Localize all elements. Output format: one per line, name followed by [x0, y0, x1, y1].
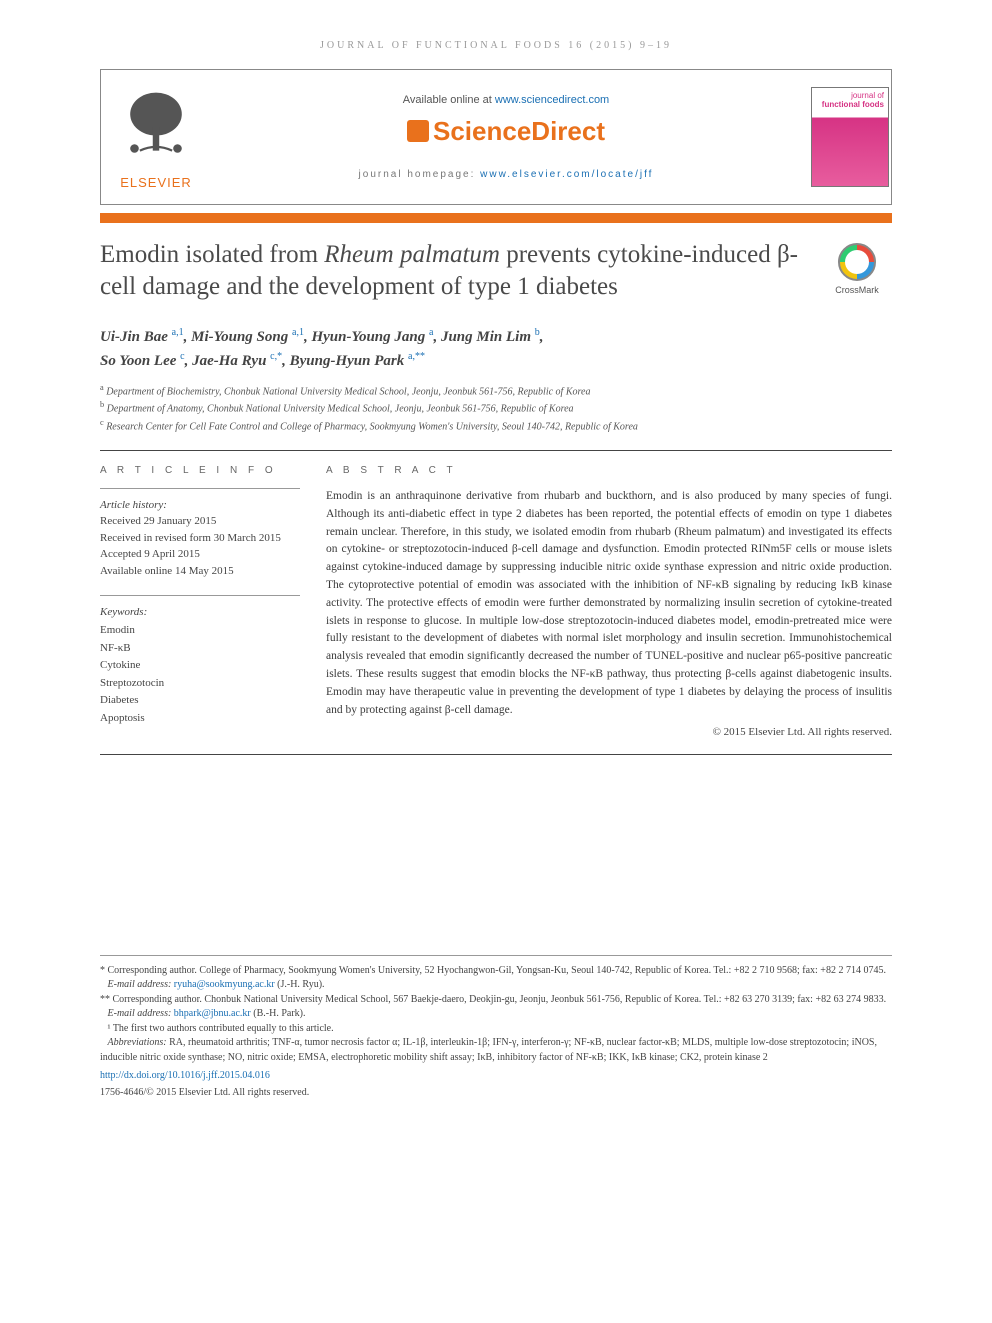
journal-header: ELSEVIER Available online at www.science…	[100, 69, 892, 205]
crossmark-widget[interactable]: CrossMark	[822, 239, 892, 295]
email-2-line: E-mail address: bhpark@jbnu.ac.kr (B.-H.…	[100, 1007, 892, 1022]
affiliation-a: Department of Biochemistry, Chonbuk Nati…	[106, 386, 590, 397]
abstract-text: Emodin is an anthraquinone derivative fr…	[326, 488, 892, 720]
cover-title-1: journal of	[851, 91, 884, 100]
issn-line: 1756-4646/© 2015 Elsevier Ltd. All right…	[100, 1086, 892, 1101]
keyword: Cytokine	[100, 657, 300, 675]
crossmark-label: CrossMark	[835, 285, 879, 295]
article-title: Emodin isolated from Rheum palmatum prev…	[100, 239, 822, 303]
cover-title-2: functional foods	[822, 100, 884, 109]
keyword: Apoptosis	[100, 710, 300, 728]
available-online: Available online at www.sciencedirect.co…	[211, 94, 801, 106]
affiliation-c: Research Center for Cell Fate Control an…	[106, 421, 638, 432]
article-history: Article history: Received 29 January 201…	[100, 488, 300, 580]
email-1-link[interactable]: ryuha@sookmyung.ac.kr	[174, 979, 275, 990]
journal-cover: journal of functional foods	[801, 87, 891, 187]
email-1-line: E-mail address: ryuha@sookmyung.ac.kr (J…	[100, 978, 892, 993]
corresponding-1: * Corresponding author. College of Pharm…	[100, 964, 892, 979]
orange-divider-bar	[100, 213, 892, 223]
elsevier-logo: ELSEVIER	[101, 84, 211, 190]
running-head: JOURNAL OF FUNCTIONAL FOODS 16 (2015) 9–…	[100, 40, 892, 51]
footnotes: * Corresponding author. College of Pharm…	[100, 955, 892, 1101]
email-label: E-mail address:	[108, 1008, 174, 1019]
email-1-who: (J.-H. Ryu).	[275, 979, 325, 990]
author-list: Ui-Jin Bae a,1, Mi-Young Song a,1, Hyun-…	[100, 325, 892, 372]
homepage-label: journal homepage:	[359, 169, 481, 180]
sciencedirect-text: ScienceDirect	[433, 116, 605, 146]
abstract-head: A B S T R A C T	[326, 465, 892, 476]
history-label: Article history:	[100, 497, 300, 514]
keyword: Streptozotocin	[100, 675, 300, 693]
journal-homepage: journal homepage: www.elsevier.com/locat…	[211, 169, 801, 180]
affiliation-b: Department of Anatomy, Chonbuk National …	[107, 404, 574, 415]
history-revised: Received in revised form 30 March 2015	[100, 530, 300, 547]
history-online: Available online 14 May 2015	[100, 563, 300, 580]
article-info-head: A R T I C L E I N F O	[100, 465, 300, 476]
corresponding-2: ** Corresponding author. Chonbuk Nationa…	[100, 993, 892, 1008]
email-label: E-mail address:	[108, 979, 174, 990]
homepage-link[interactable]: www.elsevier.com/locate/jff	[480, 169, 653, 180]
keyword: NF-κB	[100, 640, 300, 658]
doi-link[interactable]: http://dx.doi.org/10.1016/j.jff.2015.04.…	[100, 1070, 270, 1081]
copyright: © 2015 Elsevier Ltd. All rights reserved…	[326, 726, 892, 738]
keyword: Emodin	[100, 622, 300, 640]
sciencedirect-link[interactable]: www.sciencedirect.com	[495, 94, 609, 106]
abstract-column: A B S T R A C T Emodin is an anthraquino…	[326, 465, 892, 738]
sciencedirect-icon	[407, 120, 429, 142]
affiliations: a Department of Biochemistry, Chonbuk Na…	[100, 382, 892, 434]
abbreviations: Abbreviations: RA, rheumatoid arthritis;…	[100, 1036, 892, 1065]
equal-contrib: ¹ The first two authors contributed equa…	[100, 1022, 892, 1037]
history-accepted: Accepted 9 April 2015	[100, 546, 300, 563]
elsevier-tree-icon	[113, 84, 199, 170]
sciencedirect-brand: ScienceDirect	[407, 116, 605, 147]
keyword: Diabetes	[100, 692, 300, 710]
email-2-who: (B.-H. Park).	[251, 1008, 306, 1019]
history-received: Received 29 January 2015	[100, 513, 300, 530]
rule-bottom	[100, 754, 892, 755]
article-info-column: A R T I C L E I N F O Article history: R…	[100, 465, 300, 738]
keywords-block: Keywords: Emodin NF-κB Cytokine Streptoz…	[100, 595, 300, 727]
email-2-link[interactable]: bhpark@jbnu.ac.kr	[174, 1008, 251, 1019]
available-prefix: Available online at	[403, 94, 495, 106]
keywords-label: Keywords:	[100, 604, 300, 622]
elsevier-wordmark: ELSEVIER	[113, 175, 199, 190]
crossmark-icon	[838, 243, 876, 281]
header-center: Available online at www.sciencedirect.co…	[211, 90, 801, 184]
